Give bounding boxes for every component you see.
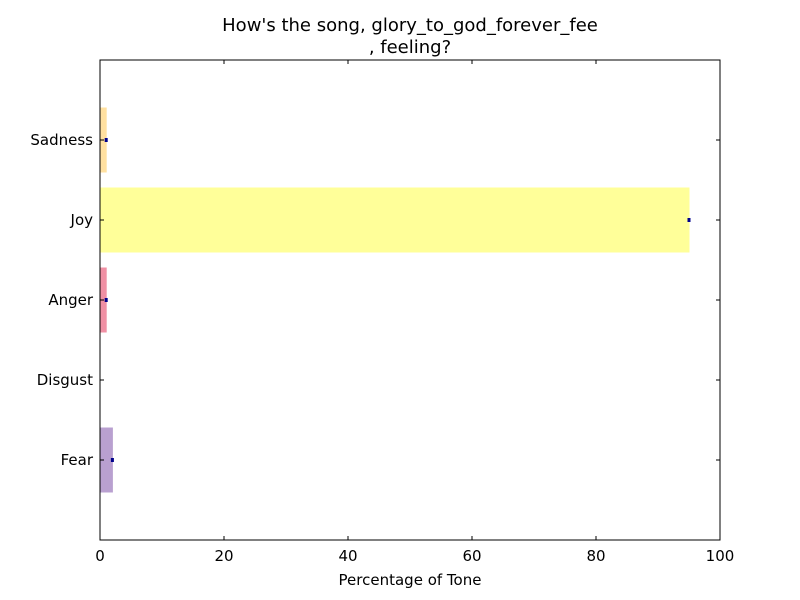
y-axis-ticks: Fear Disgust Anger Joy Sadness [30, 131, 720, 469]
error-markers-group [104, 138, 691, 462]
bars-group [99, 107, 690, 493]
x-tick-label-60: 60 [462, 547, 481, 565]
y-tick-label-sadness: Sadness [30, 131, 93, 149]
y-tick-label-joy: Joy [70, 211, 94, 229]
plot-frame [99, 59, 721, 541]
x-tick-label-100: 100 [706, 547, 735, 565]
y-tick-label-anger: Anger [48, 291, 94, 309]
chart-title-line-1: How's the song, glory_to_god_forever_fee [222, 15, 598, 36]
x-tick-label-20: 20 [214, 547, 233, 565]
bar-joy [99, 187, 690, 253]
chart-title-line-2: , feeling? [369, 37, 451, 58]
x-axis-label: Percentage of Tone [339, 571, 482, 589]
error-marker-sadness [104, 138, 108, 142]
x-tick-label-0: 0 [95, 547, 105, 565]
error-marker-anger [104, 298, 108, 302]
error-marker-fear [110, 458, 114, 462]
y-tick-label-fear: Fear [61, 451, 94, 469]
x-tick-label-40: 40 [338, 547, 357, 565]
error-marker-joy [687, 218, 691, 222]
y-tick-label-disgust: Disgust [37, 371, 93, 389]
x-tick-label-80: 80 [586, 547, 605, 565]
x-axis-ticks: 0 20 40 60 80 100 [95, 60, 734, 565]
